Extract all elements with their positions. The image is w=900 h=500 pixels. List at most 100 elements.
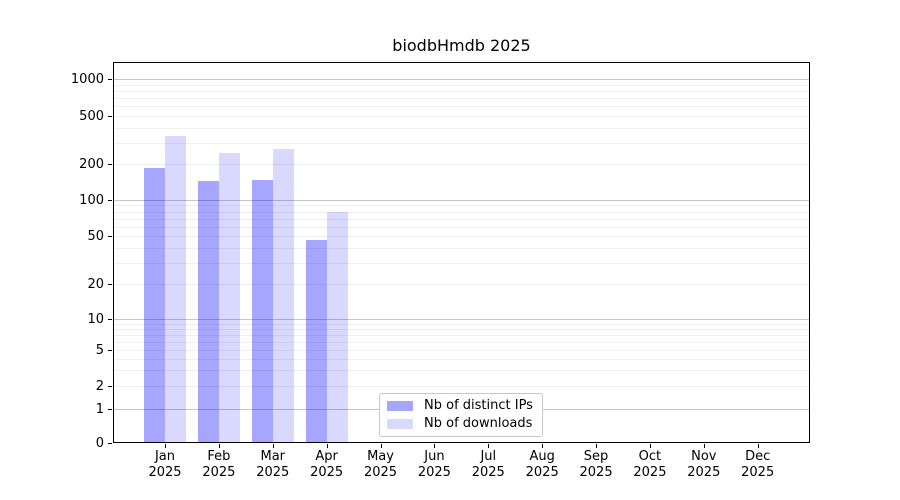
x-tick-month: May [367,449,394,464]
x-tick-mark [649,444,651,448]
gridline-minor [114,358,809,360]
plot-area [113,62,810,443]
legend-label: Nb of distinct IPs [424,398,533,413]
bar-mar-series-0 [251,179,273,442]
gridline-minor [114,142,809,144]
legend-item-distinct-ips: Nb of distinct IPs [387,398,533,413]
y-tick-mark [108,350,112,351]
x-tick-year: 2025 [579,465,613,480]
y-tick-mark [108,443,112,444]
x-tick-month: Nov [691,449,717,464]
y-tick-label: 100 [79,193,104,208]
y-tick-label: 50 [87,229,104,244]
x-tick-month: Jan [154,449,176,464]
gridline-minor [114,236,809,237]
x-tick-year: 2025 [525,465,559,480]
x-tick-month: Oct [638,449,662,464]
y-tick-label: 10 [87,312,104,327]
legend-label: Nb of downloads [424,416,533,431]
x-tick-year: 2025 [256,465,290,480]
y-tick-label: 2 [95,379,104,394]
x-tick-month: Jul [480,449,497,464]
x-tick-mark [165,444,166,448]
x-tick-label-aug: Aug 2025 [514,449,570,481]
x-tick-label-may: May 2025 [353,449,409,481]
gridline-minor [114,164,809,165]
y-tick-label: 1 [95,402,104,417]
x-tick-year: 2025 [471,465,505,480]
legend-swatch-downloads [387,418,413,429]
x-tick-month: Sep [583,449,609,464]
bar-apr-series-0 [305,240,327,442]
x-tick-label-oct: Oct 2025 [622,449,678,481]
legend: Nb of distinct IPs Nb of downloads [379,393,543,437]
x-tick-mark [218,444,220,448]
gridline-minor [114,127,809,129]
gridline-minor [114,247,809,249]
x-tick-label-jul: Jul 2025 [460,449,516,481]
gridline-minor [114,218,809,220]
x-tick-label-apr: Apr 2025 [299,449,355,481]
y-tick-mark [108,236,112,237]
y-tick-mark [108,284,112,285]
gridline-minor [114,98,809,100]
bar-mar-series-1 [272,149,294,442]
y-tick-mark [108,386,112,387]
x-tick-month: Mar [260,449,286,464]
y-tick-mark [108,200,112,201]
gridline-minor [114,386,809,387]
x-tick-year: 2025 [148,465,182,480]
gridline-minor [114,284,809,285]
x-tick-year: 2025 [687,465,721,480]
bar-jan-series-1 [165,136,186,442]
y-tick-label: 1000 [70,72,104,87]
x-tick-mark [488,444,490,448]
x-tick-label-sep: Sep 2025 [568,449,624,481]
x-tick-label-nov: Nov 2025 [676,449,732,481]
bar-feb-series-1 [218,153,240,442]
x-tick-month: Aug [529,449,555,464]
x-tick-label-dec: Dec 2025 [730,449,786,481]
chart-title: biodbHmdb 2025 [392,36,531,55]
y-tick-label: 500 [79,109,104,124]
legend-item-downloads: Nb of downloads [387,416,533,431]
y-tick-mark [108,164,112,165]
x-tick-label-feb: Feb 2025 [191,449,247,481]
x-tick-month: Apr [315,449,338,464]
gridline-minor [114,262,809,264]
y-tick-label: 0 [95,436,104,451]
x-tick-year: 2025 [417,465,451,480]
y-tick-label: 20 [87,277,104,292]
y-tick-mark [108,79,112,80]
x-tick-label-jan: Jan 2025 [137,449,193,481]
y-tick-label: 5 [95,343,104,358]
x-tick-mark [272,444,274,448]
bar-feb-series-0 [197,180,219,442]
x-tick-label-mar: Mar 2025 [245,449,301,481]
x-tick-label-jun: Jun 2025 [406,449,462,481]
x-tick-mark [703,444,705,448]
bar-jan-series-0 [144,168,165,442]
x-tick-year: 2025 [363,465,398,480]
gridline-minor [114,226,809,228]
gridline-minor [114,334,809,336]
gridline-minor [114,116,809,117]
gridline-minor [114,205,809,207]
y-tick-label: 200 [79,157,104,172]
gridline-minor [114,350,809,351]
gridline-minor [114,370,809,372]
x-tick-month: Feb [207,449,231,464]
y-tick-mark [108,319,112,320]
x-tick-year: 2025 [633,465,667,480]
gridline-minor [114,106,809,108]
gridline-major [114,319,809,320]
gridline-minor [114,211,809,213]
x-tick-month: Dec [745,449,771,464]
gridline-minor [114,323,809,325]
gridline-minor [114,90,809,92]
gridline-minor [114,341,809,343]
bar-apr-series-1 [326,211,348,442]
x-tick-year: 2025 [202,465,236,480]
x-tick-year: 2025 [310,465,344,480]
